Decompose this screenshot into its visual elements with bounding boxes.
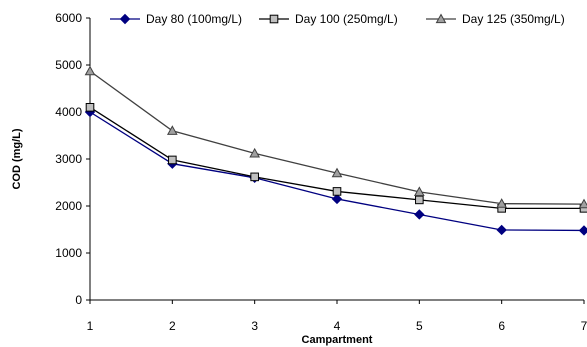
data-point bbox=[413, 186, 425, 196]
data-point bbox=[331, 167, 343, 178]
x-tick-label: 2 bbox=[169, 319, 176, 333]
data-point bbox=[578, 198, 587, 209]
data-point bbox=[168, 155, 177, 165]
legend-marker bbox=[119, 13, 131, 25]
data-point bbox=[249, 147, 261, 158]
data-point bbox=[496, 198, 508, 208]
legend-marker bbox=[269, 14, 279, 24]
data-point bbox=[250, 172, 259, 182]
legend-label: Day 80 (100mg/L) bbox=[146, 12, 242, 26]
data-point bbox=[332, 187, 342, 196]
y-tick-label: 6000 bbox=[55, 11, 82, 25]
legend-label: Day 100 (250mg/L) bbox=[295, 12, 398, 26]
y-tick-label: 4000 bbox=[55, 105, 82, 119]
y-axis-title: COD (mg/L) bbox=[11, 128, 23, 189]
series-3 bbox=[84, 65, 587, 209]
legend-marker bbox=[435, 13, 447, 24]
y-ticks: 0 1000 2000 3000 4000 5000 6000 bbox=[55, 11, 90, 307]
x-tick-label: 5 bbox=[416, 319, 423, 333]
y-tick-label: 0 bbox=[75, 293, 82, 307]
y-tick-label: 1000 bbox=[55, 246, 82, 260]
legend: Day 80 (100mg/L) Day 100 (250mg/L) Day 125… bbox=[110, 12, 565, 26]
y-tick-label: 5000 bbox=[55, 58, 82, 72]
x-tick-label: 6 bbox=[498, 319, 505, 333]
legend-label: Day 125 (350mg/L) bbox=[462, 12, 565, 26]
data-point bbox=[331, 193, 343, 205]
x-tick-label: 1 bbox=[87, 319, 94, 333]
data-point bbox=[166, 125, 178, 135]
data-point bbox=[84, 65, 96, 76]
y-tick-label: 3000 bbox=[55, 152, 82, 166]
x-axis-title: Campartment bbox=[302, 334, 373, 346]
x-tick-label: 7 bbox=[581, 319, 587, 333]
series-2 bbox=[85, 103, 587, 213]
data-point bbox=[415, 195, 424, 205]
x-tick-label: 4 bbox=[334, 319, 341, 333]
data-point bbox=[496, 224, 507, 236]
data-point bbox=[414, 209, 425, 220]
x-tick-label: 3 bbox=[251, 319, 258, 333]
data-point bbox=[578, 225, 587, 236]
x-ticks: 1 2 3 4 5 6 7 bbox=[87, 300, 587, 333]
series-line bbox=[89, 70, 585, 205]
legend-entry: Day 80 (100mg/L) bbox=[110, 12, 242, 26]
legend-entry: Day 100 (250mg/L) bbox=[259, 12, 398, 26]
y-tick-label: 2000 bbox=[55, 199, 82, 213]
data-point bbox=[85, 103, 95, 112]
series-layer bbox=[84, 65, 587, 236]
legend-entry: Day 125 (350mg/L) bbox=[426, 12, 565, 26]
